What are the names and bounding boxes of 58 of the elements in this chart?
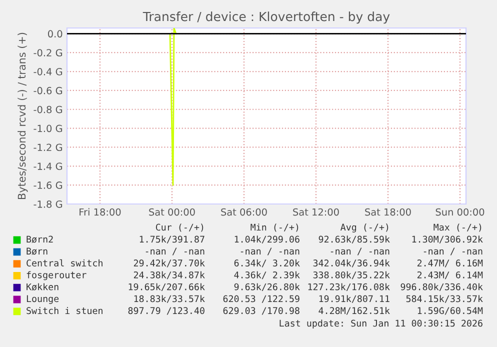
text: 1.30M/306.92k	[412, 236, 483, 244]
y-tick-label: -1.8 G	[34, 200, 62, 208]
legend-label: Børn2	[26, 236, 53, 243]
legend-label: Central switch	[26, 259, 102, 266]
y-tick-label: 0.0	[48, 30, 62, 38]
x-tick-label: Fri 18:00	[80, 208, 121, 216]
text: 9.63k/26.80k	[234, 283, 300, 292]
text: -nan / -nan	[240, 248, 300, 256]
y-tick-label: -1.0 G	[34, 124, 62, 132]
y-tick-label: -0.4 G	[34, 68, 62, 76]
text: -nan / -nan	[146, 248, 204, 256]
x-tick-label: Sat 18:00	[365, 208, 411, 216]
text: Max (-/+)	[434, 224, 482, 232]
text: Avg (-/+)	[340, 224, 388, 232]
text: 4.28M/162.51k	[318, 306, 390, 315]
text: 127.23k/176.08k	[308, 283, 390, 292]
text: 342.04k/36.94k	[313, 259, 390, 268]
text: 19.65k/207.66k	[128, 283, 205, 292]
text: 897.79 /123.40	[128, 307, 204, 315]
text: 996.80k/336.40k	[400, 283, 483, 292]
text: 338.80k/35.22k	[313, 271, 390, 280]
text: 1.59G/60.54M	[418, 307, 483, 315]
text: 620.53 /122.59	[223, 295, 300, 303]
y-tick-label: -1.2 G	[34, 144, 62, 152]
y-tick-label: -0.2 G	[34, 49, 62, 56]
text: Last update: Sun Jan 11 00:30:15 2026	[280, 320, 482, 328]
text: 18.83k/33.57k	[134, 295, 205, 303]
y-tick-label: -0.6 G	[34, 86, 62, 94]
legend-label: Køkken	[26, 283, 58, 291]
text: 629.03 /170.98	[223, 307, 300, 315]
text: 92.63k/85.59k	[318, 236, 390, 244]
text: Min (-/+)	[250, 224, 298, 232]
y-tick-label: -1.4 G	[34, 162, 62, 170]
x-tick-label: Sun 00:00	[436, 208, 484, 216]
legend-label: Lounge	[26, 295, 59, 304]
x-tick-label: Sat 00:00	[149, 208, 195, 216]
text: 584.15k/33.57k	[406, 295, 483, 303]
text: 1.75k/391.87	[140, 236, 204, 244]
text: 29.42k/37.70k	[134, 259, 205, 268]
legend-label: Switch i stuen	[26, 306, 102, 314]
x-tick-label: Sat 06:00	[221, 208, 267, 216]
text: 2.47M/ 6.16M	[417, 260, 483, 268]
text: -nan / -nan	[424, 248, 482, 256]
text: -nan / -nan	[330, 248, 390, 256]
text: 19.91k/807.11	[319, 295, 390, 303]
text: 4.36k/ 2.39k	[234, 271, 300, 280]
text: 24.38k/34.87k	[134, 271, 205, 280]
text: 2.43M/ 6.14M	[417, 271, 483, 280]
text: Cur (-/+)	[156, 224, 204, 232]
text: 1.04k/299.06	[234, 236, 300, 244]
legend-label: fosgerouter	[26, 271, 86, 280]
y-tick-label: -1.6 G	[34, 182, 62, 189]
x-tick-label: Sat 12:00	[293, 208, 339, 216]
text: 6.34k/ 3.20k	[234, 259, 300, 268]
legend-label: Børn	[26, 248, 48, 255]
y-tick-label: -0.8 G	[34, 106, 62, 114]
y-axis-title: Bytes/second rcvd (-) / trans (+)	[18, 32, 28, 199]
chart-title: Transfer / device : Klovertoften - by day	[142, 12, 390, 24]
